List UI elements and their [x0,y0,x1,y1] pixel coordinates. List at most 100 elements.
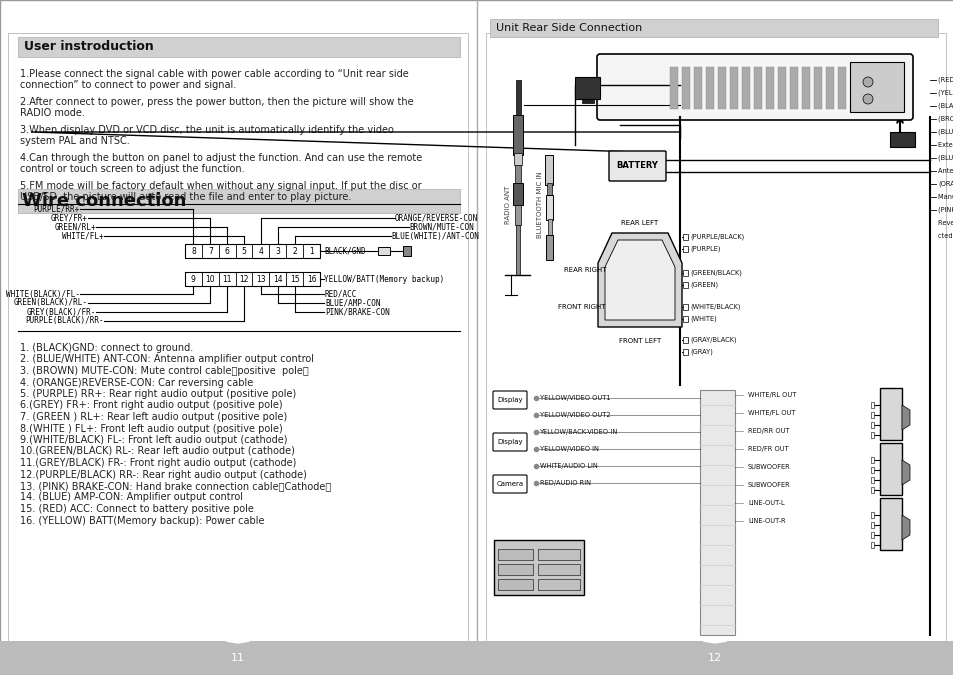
Bar [497,549,533,560]
Polygon shape [598,233,681,327]
Bar [515,165,520,185]
Text: 7: 7 [208,246,213,256]
Text: 11: 11 [222,275,232,284]
Bar [18,189,459,213]
Text: User instroduction: User instroduction [24,40,153,53]
Text: SUBWOOFER: SUBWOOFER [747,482,790,488]
Text: PINK/BRAKE-CON: PINK/BRAKE-CON [325,308,390,317]
Text: RED/ACC: RED/ACC [325,290,357,298]
Text: 5. (PURPLE) RR+: Rear right audio output (positive pole): 5. (PURPLE) RR+: Rear right audio output… [20,389,296,399]
Text: (RED)  ACC: (RED) ACC [937,77,953,83]
Text: 15. (RED) ACC: Connect to battery positive pole: 15. (RED) ACC: Connect to battery positi… [20,504,253,514]
Text: (PURPLE/BLACK): (PURPLE/BLACK) [689,234,743,240]
Text: External power amplifier control cable: External power amplifier control cable [937,142,953,148]
Bar [485,33,945,643]
Bar [849,62,903,112]
Text: RED/FR OUT: RED/FR OUT [747,446,788,452]
Text: 3. (BROWN) MUTE-CON: Mute control cable（positive  pole）: 3. (BROWN) MUTE-CON: Mute control cable（… [20,366,309,376]
Text: 5: 5 [241,246,246,256]
Text: RADIO ANT: RADIO ANT [504,186,511,224]
Bar [575,77,599,99]
Text: (GRAY/BLACK): (GRAY/BLACK) [689,337,736,344]
Bar [729,67,738,109]
Text: 1. (BLACK)GND: connect to ground.: 1. (BLACK)GND: connect to ground. [20,343,193,353]
FancyBboxPatch shape [493,391,526,409]
FancyBboxPatch shape [493,475,526,493]
Bar [581,99,594,103]
Text: WHITE/AUDIO LIN: WHITE/AUDIO LIN [539,463,598,469]
Text: SUBWOOFER: SUBWOOFER [747,464,790,470]
Bar [513,115,522,155]
Bar [700,390,734,635]
Text: (WHITE/BLACK): (WHITE/BLACK) [689,304,740,310]
Bar [515,205,520,225]
Text: BLUE/AMP-CON: BLUE/AMP-CON [325,298,380,308]
Text: RED/AUDIO RIN: RED/AUDIO RIN [539,480,590,486]
Text: (GREEN/BLACK): (GREEN/BLACK) [689,270,741,276]
Text: 12: 12 [239,275,249,284]
Bar [778,67,785,109]
Text: WHITE/RL OUT: WHITE/RL OUT [747,392,796,398]
Bar [497,579,533,590]
Bar [813,67,821,109]
Bar [870,412,873,418]
Text: cted to the car backing lamp.: cted to the car backing lamp. [937,233,953,239]
Text: control or touch screen to adjust the function.: control or touch screen to adjust the fu… [20,164,244,174]
Bar [789,67,797,109]
Bar [889,132,914,147]
Text: GREY(BLACK)/FR-: GREY(BLACK)/FR- [27,308,96,317]
Bar [682,304,687,310]
Bar [18,37,459,57]
Text: 14. (BLUE) AMP-CON: Amplifier output control: 14. (BLUE) AMP-CON: Amplifier output con… [20,493,243,502]
Bar [669,67,678,109]
FancyBboxPatch shape [608,151,665,181]
Text: 1.Please connect the signal cable with power cable according to “Unit rear side: 1.Please connect the signal cable with p… [20,69,408,79]
Text: BATTERY: BATTERY [616,161,658,171]
Text: (PURPLE): (PURPLE) [689,246,720,252]
Text: GREEN/RL+: GREEN/RL+ [54,223,96,232]
Bar [879,388,901,440]
Bar [497,564,533,575]
Bar [682,270,687,276]
Bar [718,67,725,109]
Polygon shape [702,641,726,643]
Bar [682,349,687,355]
Bar [681,67,689,109]
Text: WHITE/FL OUT: WHITE/FL OUT [747,410,795,416]
Text: (GREEN): (GREEN) [689,281,718,288]
Text: BROWN/MUTE-CON: BROWN/MUTE-CON [409,223,474,232]
Text: WHITE/FL+: WHITE/FL+ [62,232,104,240]
FancyBboxPatch shape [597,54,912,120]
Text: Camera: Camera [496,481,523,487]
Text: (BLUE) AMP-CON: (BLUE) AMP-CON [937,129,953,135]
Text: 5.FM mode will be factory default when without any signal input. If put the disc: 5.FM mode will be factory default when w… [20,181,421,191]
Bar [377,247,390,255]
Text: 3: 3 [275,246,280,256]
Bar [870,402,873,408]
Text: (BROWN) MUTE-CON: (BROWN) MUTE-CON [937,115,953,122]
Text: 9.(WHITE/BLACK) FL-: Front left audio output (cathode): 9.(WHITE/BLACK) FL-: Front left audio ou… [20,435,287,445]
Text: 12: 12 [707,653,721,663]
Text: (GRAY): (GRAY) [689,349,712,355]
Bar [753,67,761,109]
Text: 8.(WHITE ) FL+: Front left audio output (positive pole): 8.(WHITE ) FL+: Front left audio output … [20,423,282,433]
Text: BLUETOOTH MIC IN: BLUETOOTH MIC IN [537,171,542,238]
Text: (BLACK)  GND: (BLACK) GND [937,103,953,109]
Text: BLACK/GND: BLACK/GND [324,246,365,256]
Text: 10: 10 [205,275,214,284]
Text: YELLOW/BATT(Memory backup): YELLOW/BATT(Memory backup) [324,275,444,284]
Text: USB/SD, the picture will auto read the file and enter to play picture.: USB/SD, the picture will auto read the f… [20,192,351,202]
Bar [476,641,953,675]
Text: BLUE(WHITE)/ANT-CON: BLUE(WHITE)/ANT-CON [391,232,478,240]
Text: REAR LEFT: REAR LEFT [620,220,658,226]
Text: ORANGE/REVERSE-CON: ORANGE/REVERSE-CON [395,213,477,223]
Bar [741,67,749,109]
Text: connection” to connect to power and signal.: connection” to connect to power and sign… [20,80,236,90]
Bar [801,67,809,109]
Text: 6: 6 [225,246,230,256]
Text: YELLOW/VIDEO OUT2: YELLOW/VIDEO OUT2 [539,412,610,418]
Polygon shape [226,641,250,643]
Bar [870,487,873,493]
Text: 15: 15 [290,275,299,284]
Text: 2. (BLUE/WHITE) ANT-CON: Antenna amplifier output control: 2. (BLUE/WHITE) ANT-CON: Antenna amplifi… [20,354,314,364]
